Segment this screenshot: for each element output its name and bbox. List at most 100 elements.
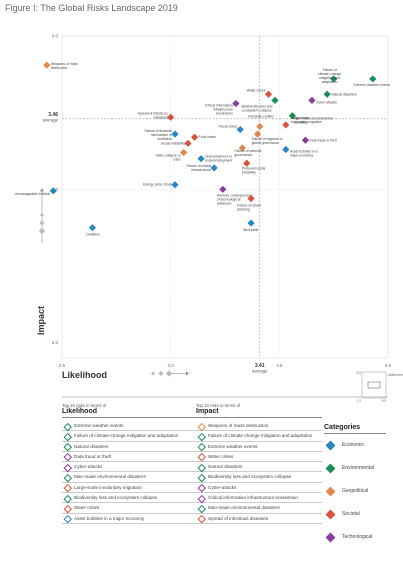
inset-tick: 1.0 <box>357 399 362 403</box>
diamond-icon <box>197 473 206 482</box>
likelihood-scale-diamond <box>165 370 173 377</box>
risk-label: Critical information infrastructure breakd… <box>205 103 233 115</box>
impact-axis-title: Impact <box>36 305 46 335</box>
diamond-icon <box>63 463 72 472</box>
category-label: Societal <box>342 511 360 517</box>
legend-item-label: Biodiversity loss and ecosystem collapse <box>74 495 158 501</box>
category-label: Geopolitical <box>342 488 369 494</box>
legend-item: Spread of infectious diseases <box>196 514 322 524</box>
risk-label: Biodiversity loss and ecosystem collapse <box>242 104 273 112</box>
legend-item: Weapons of mass destruction <box>196 421 322 432</box>
legend-item-label: Biodiversity loss and ecosystem collapse <box>208 474 292 480</box>
risk-label: Failure of critical infrastructure <box>186 164 211 172</box>
risk-point <box>247 194 255 203</box>
category-societal: Societal <box>324 508 386 531</box>
legend-subheading: Top 10 risks in terms of <box>196 403 241 408</box>
risk-label: Man-made environmental disasters <box>294 117 333 125</box>
risk-point <box>190 133 199 141</box>
y-tick-label: 2.0 <box>52 340 59 345</box>
risk-label: Unemployment or underemployment <box>205 155 233 163</box>
risk-point <box>167 113 175 121</box>
risk-label: Data fraud or theft <box>309 138 336 142</box>
category-technological: Technological <box>324 531 386 554</box>
risk-label: Unmanageable inflation <box>15 192 51 196</box>
diamond-icon <box>197 515 206 523</box>
legend-heading: Impact <box>196 408 322 418</box>
risk-label: Interstate conflict <box>248 114 274 118</box>
impact-scale-diamond <box>39 220 45 226</box>
risk-point <box>301 136 310 144</box>
avg-likelihood-value: 3.41 <box>255 363 265 369</box>
risk-point <box>232 99 240 108</box>
avg-impact-value: 3.46 <box>48 112 58 118</box>
legend-item: Critical information infrastructure brea… <box>196 493 322 504</box>
x-tick-label: 2.5 <box>59 363 66 368</box>
legend-item: Large-scale involuntary migration <box>62 483 197 494</box>
inset-plotted-area <box>367 381 381 389</box>
risk-label: Cyber-attacks <box>316 100 337 104</box>
legend-item-label: Cyber-attacks <box>208 484 237 490</box>
risk-label: Weapons of mass destruction <box>51 62 78 70</box>
legend-item-label: Extreme weather events <box>74 423 124 428</box>
diamond-icon <box>197 484 206 492</box>
legend-item: Man-made environmental disasters <box>62 472 197 483</box>
risk-point <box>238 144 246 152</box>
diamond-icon <box>197 442 206 451</box>
inset-frame <box>361 371 387 399</box>
risk-label: Deflation <box>86 233 99 237</box>
impact-top10-legend: Top 10 risks in terms of Impact Weapons … <box>196 403 322 524</box>
categories-title: Categories <box>324 424 386 434</box>
risk-point <box>288 112 296 120</box>
legend-item: Data fraud or theft <box>62 452 197 463</box>
legend-item: Biodiversity loss and ecosystem collapse <box>62 493 197 504</box>
category-environmental: Environmental <box>324 462 386 485</box>
risk-point <box>369 75 377 83</box>
risk-label: Illicit trade <box>243 228 258 232</box>
diamond-icon <box>197 494 206 503</box>
x-tick-label: 3.5 <box>276 363 283 368</box>
diamond-icon <box>63 432 72 441</box>
risk-label: Failure of financial mechanism or institut… <box>144 129 172 141</box>
legend-item-label: Weapons of mass destruction <box>208 423 269 428</box>
likelihood-scale-diamond <box>158 370 164 377</box>
diamond-icon <box>197 463 206 472</box>
diamond-icon <box>63 484 72 492</box>
risk-label: Fiscal crises <box>219 125 238 129</box>
likelihood-arrow-head <box>186 371 189 376</box>
likelihood-axis-title: Likelihood <box>62 370 107 380</box>
legend-item: Cyber-attacks <box>62 462 197 473</box>
risk-label: Social instability <box>161 141 185 145</box>
legend-heading: Likelihood <box>62 408 197 418</box>
legend-item: Natural disasters <box>62 442 197 452</box>
x-tick-label: 3.0 <box>168 363 175 368</box>
diamond-icon <box>63 473 72 482</box>
risk-point <box>282 121 290 129</box>
risk-point <box>197 155 205 163</box>
risk-label: Energy price shock <box>143 183 172 187</box>
likelihood-top10-legend: Top 10 risks in terms of Likelihood Extr… <box>62 403 197 524</box>
risk-point <box>323 90 331 98</box>
risk-point <box>180 148 188 157</box>
legend-item-label: Large-scale involuntary migration <box>74 484 142 490</box>
impact-arrow-head <box>40 188 44 192</box>
legend-item: Failure of climate-change mitigation and… <box>62 431 197 442</box>
legend-item: Extreme weather events <box>62 421 197 432</box>
risk-point <box>88 224 97 232</box>
legend-subheading: Top 10 risks in terms of <box>62 403 107 408</box>
legend-item-label: Natural disasters <box>74 443 109 449</box>
inset-tick: 5.0 <box>382 399 387 403</box>
risk-label: Water crises <box>247 88 266 92</box>
diamond-icon <box>63 442 72 451</box>
risk-point <box>49 187 57 195</box>
risk-label: Failure of urban planning <box>237 204 261 212</box>
diamond-icon <box>325 440 336 451</box>
diamond-icon <box>197 422 206 431</box>
y-tick-label: 4.0 <box>52 34 59 39</box>
risk-label: Failure of national governance <box>234 149 261 157</box>
legend-item-label: Natural disasters <box>208 464 243 470</box>
legend-item-label: Man-made environmental disasters <box>208 505 280 511</box>
category-economic: Economic <box>324 439 386 462</box>
risk-point <box>271 96 279 104</box>
risk-label: Failure of climate-change mitigation and ad… <box>318 68 341 84</box>
